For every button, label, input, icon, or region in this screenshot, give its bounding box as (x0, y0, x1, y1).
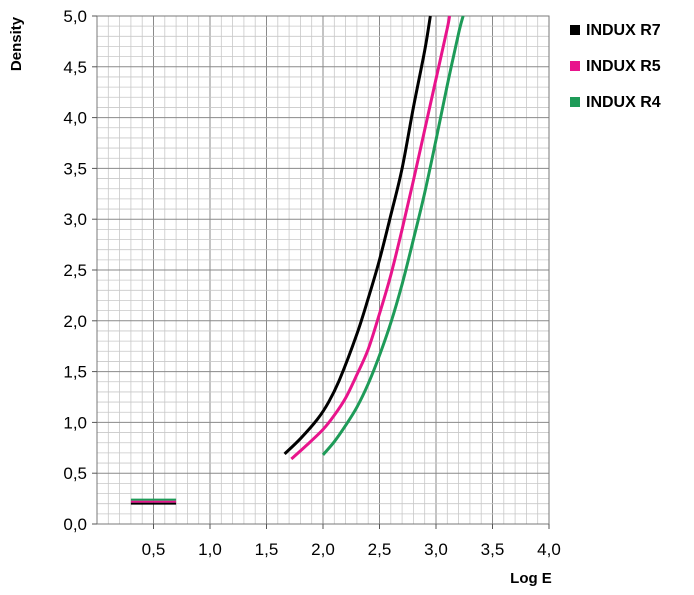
x-axis-title: Log E (510, 570, 552, 587)
x-tick-label: 0,5 (142, 540, 166, 559)
legend-swatch (570, 25, 580, 35)
y-tick-label: 0,5 (63, 464, 87, 483)
y-tick-label: 3,5 (63, 159, 87, 178)
y-tick-label: 4,0 (63, 109, 87, 128)
grid (96, 15, 550, 525)
x-tick-label: 2,5 (368, 540, 392, 559)
y-tick-label: 1,0 (63, 413, 87, 432)
y-tick-label: 2,0 (63, 312, 87, 331)
legend-label: INDUX R7 (586, 22, 661, 39)
y-tick-label: 2,5 (63, 261, 87, 280)
y-tick-label: 1,5 (63, 363, 87, 382)
y-tick-label: 4,5 (63, 58, 87, 77)
legend-swatch (570, 61, 580, 71)
series-line-indux-r4 (321, 15, 465, 456)
legend-item-indux-r7: INDUX R7 (570, 22, 661, 39)
x-tick-label: 3,0 (424, 540, 448, 559)
series-line-indux-r5 (290, 15, 452, 461)
legend-item-indux-r5: INDUX R5 (570, 58, 661, 75)
legend-label: INDUX R4 (586, 94, 661, 111)
series-layer (130, 15, 465, 505)
legend-label: INDUX R5 (586, 58, 661, 75)
y-tick-label: 5,0 (63, 7, 87, 26)
y-tick-label: 3,0 (63, 210, 87, 229)
x-tick-label: 1,5 (255, 540, 279, 559)
series-line-indux-r7 (283, 15, 432, 455)
x-tick-label: 1,0 (198, 540, 222, 559)
axes: 0,0 0,5 1,0 1,5 2,0 2,5 3,0 3,5 4,0 4,5 5,0 0,5 1,0 1… (63, 7, 560, 559)
x-tick-label: 4,0 (537, 540, 561, 559)
legend-swatch (570, 97, 580, 107)
x-tick-label: 3,5 (481, 540, 505, 559)
legend: INDUX R7 INDUX R5 INDUX R4 (570, 22, 661, 111)
x-tick-label: 2,0 (311, 540, 335, 559)
y-tick-label: 0,0 (63, 515, 87, 534)
y-axis-title: Density (8, 16, 25, 71)
legend-item-indux-r4: INDUX R4 (570, 94, 661, 111)
